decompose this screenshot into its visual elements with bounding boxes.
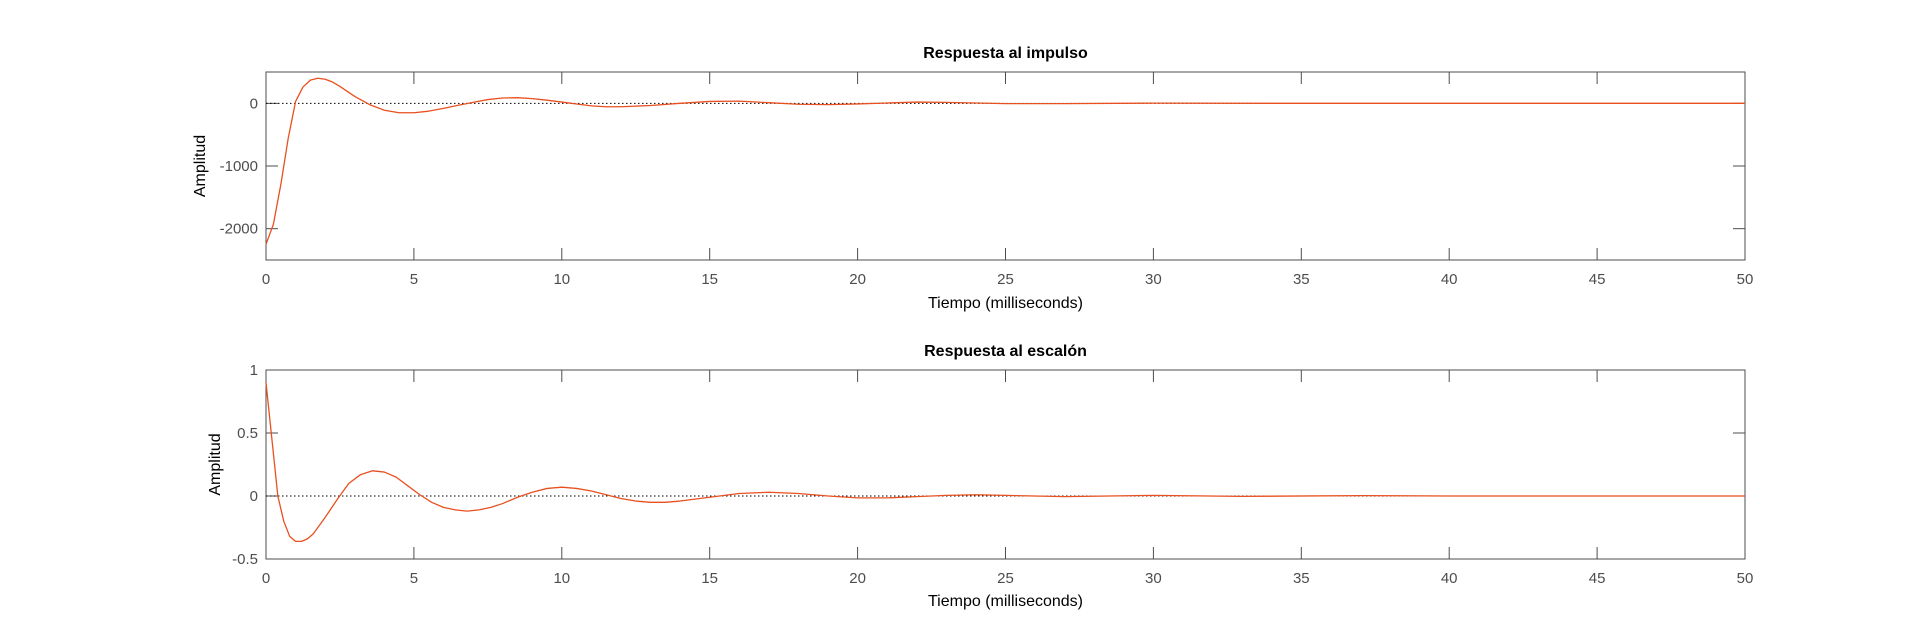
x-tick-label: 5: [410, 570, 418, 587]
x-tick-label: 30: [1145, 271, 1162, 288]
x-tick-label: 10: [553, 271, 570, 288]
x-tick-label: 5: [410, 271, 418, 288]
x-tick-label: 0: [262, 271, 270, 288]
x-tick-label: 40: [1441, 271, 1458, 288]
y-tick-label: 0: [250, 488, 258, 505]
y-axis-label: Amplitud: [207, 433, 224, 495]
series-line-1: [265, 382, 1745, 543]
y-tick-label: 1: [250, 362, 258, 379]
y-axis-label: Amplitud: [192, 135, 209, 197]
subplot-1: 0 5 10 15 20 25 30 35 40 45 50 -2000 -1000 0 Respuesta…: [192, 45, 1753, 312]
x-tick-label: 45: [1589, 570, 1606, 587]
y-tick-label: -1000: [220, 158, 258, 175]
chart-title: Respuesta al escalón: [924, 343, 1087, 360]
x-axis-label: Tiempo (milliseconds): [928, 295, 1083, 312]
x-tick-label: 20: [849, 570, 866, 587]
x-tick-label: 40: [1441, 570, 1458, 587]
x-tick-label: 50: [1737, 271, 1754, 288]
x-tick-label: 20: [849, 271, 866, 288]
y-tick-label: 0: [250, 95, 258, 112]
series-line-1: [265, 77, 1745, 245]
y-tick-label: 0.5: [237, 425, 258, 442]
plot-area: [265, 369, 1746, 560]
x-tick-label: 45: [1589, 271, 1606, 288]
x-tick-label: 25: [997, 570, 1014, 587]
x-tick-label: 25: [997, 271, 1014, 288]
x-tick-label: 35: [1293, 570, 1310, 587]
x-tick-label: 10: [553, 570, 570, 587]
x-axis-label: Tiempo (milliseconds): [928, 593, 1083, 610]
x-tick-label: 15: [701, 271, 718, 288]
x-tick-label: 15: [701, 570, 718, 587]
x-tick-label: 30: [1145, 570, 1162, 587]
x-tick-label: 35: [1293, 271, 1310, 288]
y-tick-label: -2000: [220, 221, 258, 238]
x-tick-label: 0: [262, 570, 270, 587]
chart-title: Respuesta al impulso: [923, 45, 1088, 62]
y-tick-label: -0.5: [232, 551, 258, 568]
x-tick-label: 50: [1737, 570, 1754, 587]
